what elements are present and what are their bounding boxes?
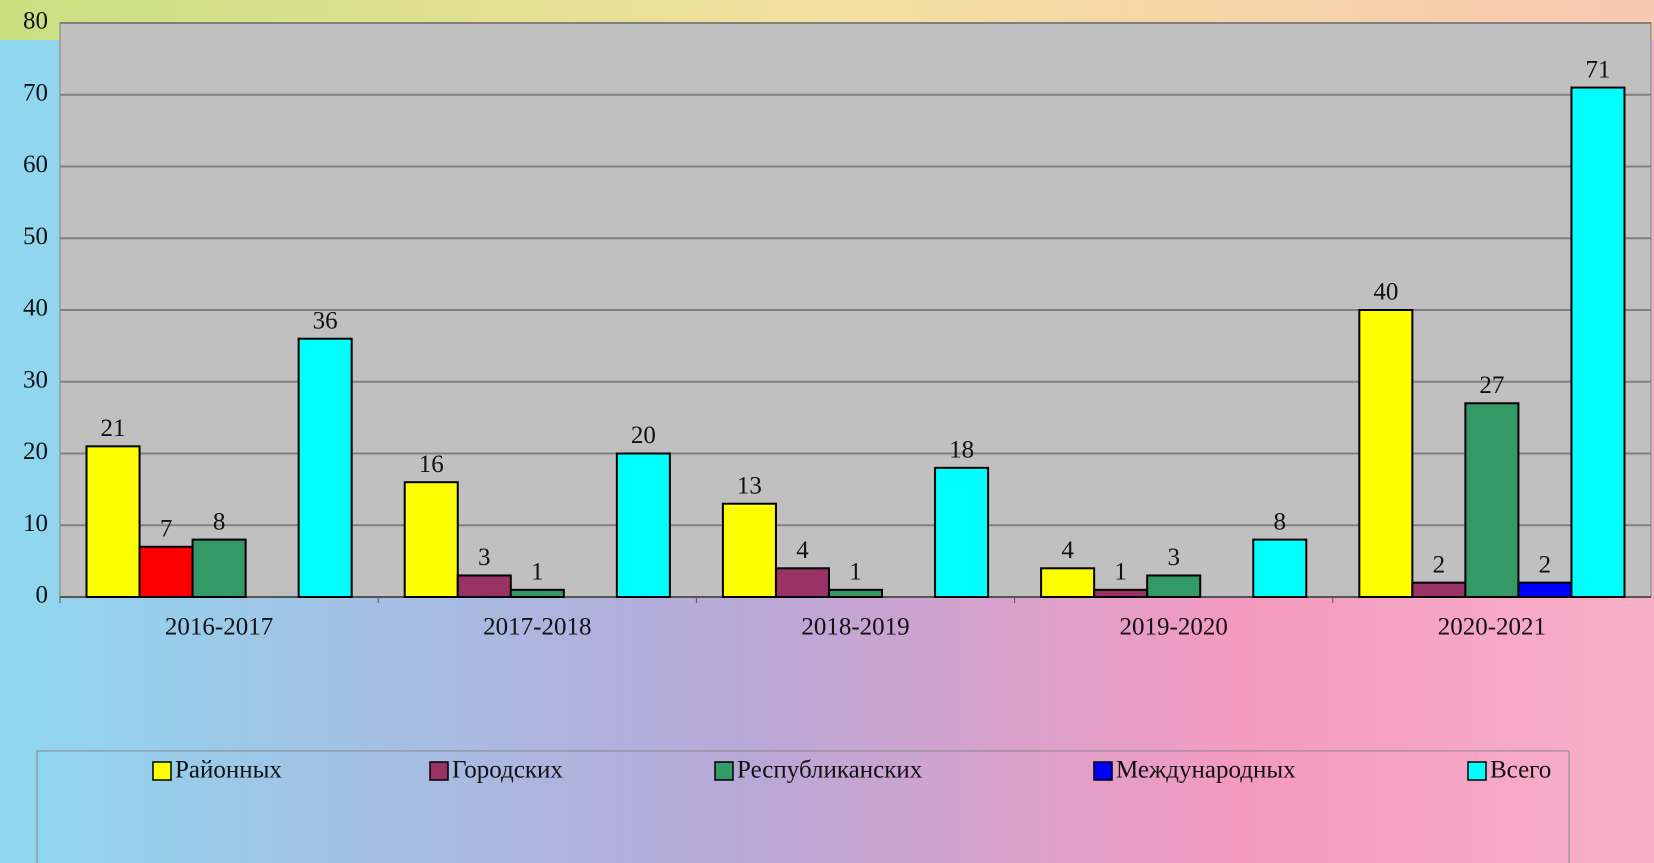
bar [1253,540,1306,597]
legend-marker [1468,762,1486,780]
value-label: 71 [1585,56,1610,83]
value-label: 3 [1167,544,1180,571]
value-label: 3 [478,544,491,571]
x-tick-label: 2020-2021 [1438,614,1546,641]
y-tick-label: 80 [23,8,48,35]
value-label: 8 [213,508,226,535]
legend-marker [715,762,733,780]
value-label: 4 [796,537,809,564]
bar [1571,88,1624,597]
bar [299,339,352,597]
legend-marker [430,762,448,780]
bar [935,468,988,597]
value-label: 8 [1274,508,1287,535]
y-tick-label: 10 [23,510,48,537]
bar [511,590,564,597]
y-tick-label: 30 [23,366,48,393]
chart: 010203040506070802016-20172178362017-201… [0,0,1654,863]
legend-label: Районных [175,757,282,784]
legend-marker [153,762,171,780]
bar [1412,583,1465,597]
value-label: 21 [101,415,126,442]
value-label: 18 [949,437,974,464]
legend-label: Всего [1490,757,1551,784]
value-label: 1 [1114,559,1127,586]
x-tick-label: 2018-2019 [801,614,909,641]
bar [829,590,882,597]
value-label: 7 [160,516,173,543]
x-tick-label: 2017-2018 [483,614,591,641]
bar [87,446,140,597]
bar [776,568,829,597]
bar [458,575,511,597]
x-tick-label: 2019-2020 [1120,614,1228,641]
value-label: 13 [737,472,762,499]
bar [193,540,246,597]
value-label: 2 [1539,551,1552,578]
y-tick-label: 0 [36,582,49,609]
value-label: 27 [1479,372,1504,399]
bar [1518,583,1571,597]
value-label: 20 [631,422,656,449]
legend-label: Республиканских [737,757,923,784]
y-tick-label: 40 [23,295,48,322]
value-label: 16 [419,451,444,478]
bar [405,482,458,597]
y-tick-label: 60 [23,151,48,178]
value-label: 4 [1061,537,1074,564]
value-label: 1 [531,559,544,586]
bar [1359,310,1412,597]
y-tick-label: 50 [23,223,48,250]
bar [1147,575,1200,597]
value-label: 2 [1433,551,1446,578]
value-label: 1 [849,559,862,586]
x-tick-label: 2016-2017 [165,614,273,641]
value-label: 40 [1373,279,1398,306]
legend-label: Международных [1116,757,1296,784]
bar [723,504,776,597]
bar [1041,568,1094,597]
bar [140,547,193,597]
y-tick-label: 70 [23,79,48,106]
bar [617,454,670,598]
bar [1094,590,1147,597]
legend-marker [1094,762,1112,780]
value-label: 36 [313,307,338,334]
y-tick-label: 20 [23,438,48,465]
legend-label: Городских [452,757,563,784]
bar [1465,403,1518,597]
